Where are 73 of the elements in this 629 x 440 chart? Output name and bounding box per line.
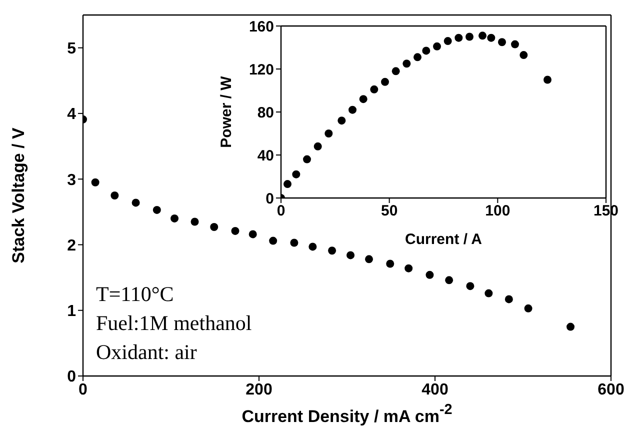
y-tick-label: 2 xyxy=(67,237,76,254)
x-axis-title: Current / A xyxy=(404,231,482,248)
point xyxy=(422,46,430,55)
point xyxy=(314,142,322,150)
point xyxy=(510,40,519,48)
x-tick-label: 0 xyxy=(78,381,88,398)
point xyxy=(302,155,311,164)
point xyxy=(359,95,368,104)
point xyxy=(404,264,413,272)
annotation: Oxidant: air xyxy=(96,339,198,366)
point xyxy=(524,304,532,312)
x-axis-title: Current Density / mA cm$^{-2}$ xyxy=(242,402,452,426)
y-axis-title: Stack Voltage / V xyxy=(8,126,28,264)
point xyxy=(543,76,552,84)
y-tick-label: 1 xyxy=(67,303,76,320)
x-tick-label: 100 xyxy=(484,202,510,220)
point xyxy=(454,34,462,42)
point xyxy=(465,32,474,41)
point xyxy=(348,106,356,114)
point xyxy=(248,230,257,238)
point xyxy=(380,78,389,86)
point xyxy=(210,223,218,232)
y-tick-label: 0 xyxy=(265,190,274,208)
x-tick-label: 0 xyxy=(276,202,285,220)
point xyxy=(519,51,528,60)
x-tick-label: 600 xyxy=(598,381,624,398)
point xyxy=(504,295,513,304)
point xyxy=(486,34,495,42)
x-tick-label: 400 xyxy=(422,381,448,398)
point xyxy=(370,85,378,94)
point xyxy=(290,238,298,247)
annotation: Fuel:1M methanol xyxy=(96,310,252,337)
y-tick-label: 3 xyxy=(67,172,76,189)
point xyxy=(91,178,100,186)
point xyxy=(308,242,317,251)
point xyxy=(110,192,119,200)
point xyxy=(445,276,454,284)
point xyxy=(152,206,161,214)
point xyxy=(444,37,452,46)
point xyxy=(292,170,300,178)
y-tick-label: 40 xyxy=(257,147,274,164)
point xyxy=(402,60,410,68)
y-tick-label: 4 xyxy=(67,106,76,124)
x-tick-label: 200 xyxy=(246,381,272,398)
x-tick-label: 50 xyxy=(380,202,398,220)
y-tick-label: 0 xyxy=(67,368,76,386)
point xyxy=(432,42,441,50)
point xyxy=(132,198,140,207)
point xyxy=(426,270,434,279)
annotation: T=110°C xyxy=(96,281,175,308)
point xyxy=(478,32,486,40)
point xyxy=(413,53,422,62)
point xyxy=(346,251,355,260)
point xyxy=(269,236,278,245)
point xyxy=(337,116,346,125)
point xyxy=(466,282,474,290)
point xyxy=(190,218,199,226)
point xyxy=(324,130,332,138)
point xyxy=(170,214,179,222)
y-tick-label: 160 xyxy=(248,18,274,36)
point xyxy=(365,255,373,264)
point xyxy=(283,180,292,188)
y-tick-label: 5 xyxy=(67,40,76,58)
point xyxy=(328,246,336,255)
point xyxy=(392,67,400,76)
y-tick-label: 120 xyxy=(248,61,274,78)
y-axis-title: Power / W xyxy=(217,75,234,148)
point xyxy=(231,226,240,235)
point xyxy=(566,322,575,331)
point xyxy=(498,38,506,46)
y-tick-label: 80 xyxy=(257,104,274,122)
point xyxy=(386,260,394,268)
point xyxy=(484,289,493,298)
